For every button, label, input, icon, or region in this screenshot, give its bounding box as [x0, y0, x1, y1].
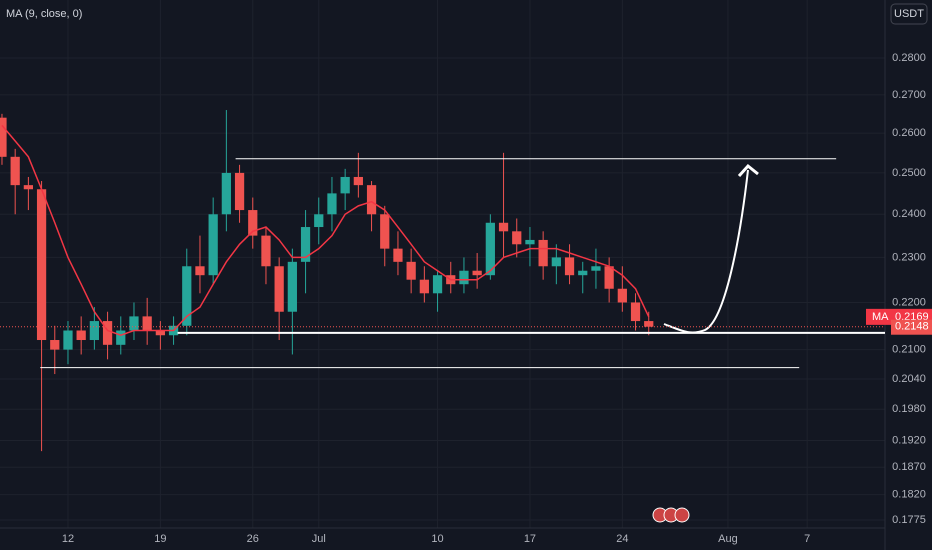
candle-body: [0, 117, 7, 157]
y-tick-label: 0.1870: [892, 461, 926, 473]
x-tick-label: Aug: [718, 533, 738, 545]
candle-body: [261, 235, 271, 267]
y-tick-label: 0.2500: [892, 167, 926, 179]
x-tick-label: 10: [431, 533, 443, 545]
ma-name: MA: [872, 311, 889, 323]
candle-body: [353, 176, 363, 186]
candle-body: [366, 185, 377, 215]
candle-body: [274, 266, 284, 312]
candle-body: [50, 340, 60, 350]
candle-body: [591, 266, 601, 271]
last-price-box: [891, 319, 932, 335]
x-tick-label: 17: [524, 533, 536, 545]
candle-body: [472, 270, 482, 276]
candle-body: [76, 330, 86, 341]
y-tick-label: 0.2800: [892, 52, 926, 64]
y-tick-label: 0.2100: [892, 344, 926, 356]
y-tick-label: 0.2600: [892, 127, 926, 139]
y-tick-label: 0.1775: [892, 514, 926, 526]
y-tick-label: 0.1980: [892, 403, 926, 415]
candle-body: [551, 257, 561, 267]
event-icons[interactable]: [652, 507, 690, 523]
candle-body: [564, 257, 575, 276]
candle-body: [195, 266, 205, 276]
candle-body: [248, 210, 258, 236]
candle-body: [459, 270, 469, 285]
candle-body: [578, 270, 588, 276]
drawn-arrow: [663, 169, 749, 334]
x-tick-label: 26: [247, 533, 259, 545]
candle-body: [327, 193, 337, 215]
candle-body: [234, 172, 245, 211]
arrow-head: [737, 163, 759, 178]
currency-box[interactable]: [890, 3, 928, 25]
x-tick-label: 12: [62, 533, 74, 545]
y-tick-label: 0.2700: [892, 89, 926, 101]
candle-body: [604, 266, 614, 289]
indicator-label: MA (9, close, 0): [6, 8, 82, 20]
candle-body: [525, 239, 535, 245]
y-tick-label: 0.1920: [892, 434, 926, 446]
candle-body: [380, 214, 390, 249]
candle-body: [155, 330, 165, 336]
plot-area: [0, 0, 885, 528]
candle-body: [116, 330, 126, 345]
candle-body: [630, 302, 641, 322]
ma-line: [1, 124, 650, 337]
candle-body: [406, 261, 416, 280]
x-tick-label: Jul: [312, 533, 326, 545]
candle-body: [498, 222, 509, 232]
candle-body: [340, 176, 350, 194]
candle-body: [512, 231, 522, 245]
candle-body: [644, 321, 654, 327]
candle-body: [129, 316, 139, 331]
candle-body: [432, 275, 443, 294]
candle-body: [10, 156, 20, 186]
x-tick-label: 19: [154, 533, 166, 545]
y-tick-label: 0.2040: [892, 373, 926, 385]
candle-body: [182, 266, 192, 326]
candle-body: [300, 227, 311, 262]
candle-body: [36, 189, 47, 341]
candle-body: [221, 172, 231, 215]
candle-body: [208, 214, 218, 276]
candle-body: [419, 279, 429, 294]
currency[interactable]: USDT: [894, 8, 924, 20]
candle-body: [485, 222, 495, 276]
y-tick-label: 0.2400: [892, 208, 926, 220]
y-tick-label: 0.2300: [892, 251, 926, 263]
candle-body: [63, 330, 73, 350]
y-tick-label: 0.2200: [892, 296, 926, 308]
last-price-label: 0.2148: [895, 321, 929, 333]
y-tick-label: 0.1820: [892, 489, 926, 501]
x-tick-label: 24: [616, 533, 628, 545]
candle-body: [102, 321, 113, 345]
candle-body: [617, 288, 627, 303]
x-tick-label: 7: [804, 533, 810, 545]
candle-body: [287, 261, 297, 312]
candle-body: [142, 316, 152, 331]
candle-body: [538, 239, 548, 267]
candle-body: [393, 248, 403, 262]
candle-body: [314, 214, 324, 228]
candle-body: [89, 321, 99, 341]
candle-body: [23, 185, 33, 190]
